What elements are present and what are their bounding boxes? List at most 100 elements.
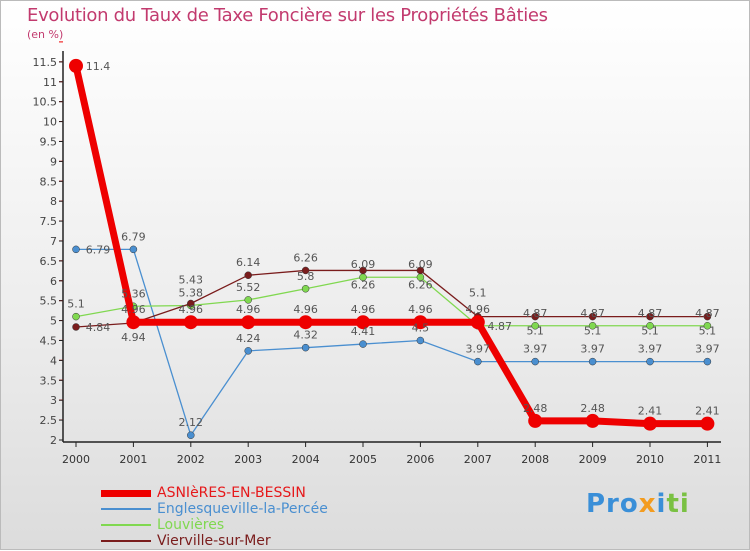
- data-label: 4.96: [236, 303, 261, 316]
- y-tick-label: 8.5: [40, 175, 58, 188]
- data-point: [356, 315, 370, 330]
- legend: ASNIèRES-EN-BESSIN Englesqueville-la-Perc…: [101, 485, 328, 549]
- data-label: 4.96: [351, 303, 376, 316]
- legend-swatch: [101, 508, 151, 510]
- legend-item: Louvières: [101, 517, 328, 533]
- data-point: [244, 347, 252, 355]
- data-point: [244, 296, 252, 304]
- data-label: 11.4: [86, 60, 111, 73]
- y-tick-label: 7.5: [40, 215, 58, 228]
- chart-title: Evolution du Taux de Taxe Foncière sur l…: [27, 5, 548, 26]
- data-point: [531, 312, 539, 321]
- data-label: 2.12: [179, 416, 204, 429]
- data-point: [588, 322, 597, 330]
- data-point: [703, 357, 712, 366]
- data-label: 2.48: [580, 402, 605, 415]
- data-label: 5.1: [584, 325, 602, 338]
- data-label: 4.96: [466, 303, 491, 316]
- data-label: 5.1: [67, 298, 85, 311]
- data-point: [703, 322, 712, 330]
- data-point: [413, 315, 428, 330]
- data-label: 5.1: [699, 325, 717, 338]
- data-label: 6.26: [408, 278, 433, 291]
- data-point: [301, 266, 310, 275]
- x-tick-label: 2002: [177, 453, 205, 466]
- y-tick-label: 4: [50, 354, 57, 367]
- y-tick-label: 4.5: [40, 335, 58, 348]
- y-tick-label: 10: [43, 116, 57, 129]
- data-point: [359, 266, 367, 275]
- data-point: [700, 416, 715, 431]
- y-tick-label: 2.5: [40, 414, 58, 427]
- data-point: [187, 431, 195, 439]
- y-tick-label: 8: [50, 195, 57, 208]
- data-label: 5.1: [469, 287, 487, 300]
- data-label: 5.1: [641, 325, 659, 338]
- y-tick-label: 7: [50, 235, 57, 248]
- data-label: 6.14: [236, 256, 261, 269]
- data-label: 5.52: [236, 281, 261, 294]
- data-point: [301, 343, 310, 352]
- data-label: 4.96: [179, 303, 204, 316]
- data-point: [703, 312, 712, 321]
- data-point: [183, 315, 198, 330]
- data-label: 5.1: [526, 325, 544, 338]
- data-label: 4.87: [695, 307, 720, 320]
- data-point: [416, 336, 425, 345]
- y-tick-label: 9: [50, 155, 57, 168]
- y-tick-label: 3: [50, 394, 57, 407]
- data-label: 4.24: [236, 332, 261, 345]
- data-point: [585, 413, 600, 428]
- legend-label: Vierville-sur-Mer: [157, 533, 271, 549]
- legend-item: ASNIèRES-EN-BESSIN: [101, 485, 328, 501]
- x-tick-label: 2000: [62, 453, 90, 466]
- data-label: 6.26: [293, 251, 318, 264]
- data-point: [126, 315, 141, 330]
- y-tick-label: 9.5: [40, 136, 58, 149]
- legend-swatch: [101, 540, 151, 542]
- legend-item: Vierville-sur-Mer: [101, 533, 328, 549]
- data-point: [646, 312, 654, 321]
- series-line-2: [75, 276, 708, 327]
- y-tick-label: 5: [50, 315, 57, 328]
- data-point: [531, 357, 539, 366]
- data-point: [646, 322, 654, 330]
- data-point: [643, 416, 657, 431]
- x-tick-label: 2006: [406, 453, 434, 466]
- data-point: [69, 58, 83, 73]
- data-label: 5.43: [179, 273, 204, 286]
- data-label: 4.94: [121, 331, 146, 344]
- data-label: 4.87: [523, 307, 548, 320]
- x-tick-label: 2008: [521, 453, 549, 466]
- data-label: 3.97: [580, 343, 605, 356]
- legend-item: Englesqueville-la-Percée: [101, 501, 328, 517]
- x-tick-label: 2009: [579, 453, 607, 466]
- data-point: [72, 245, 80, 254]
- data-label: 3.97: [695, 343, 720, 356]
- y-tick-label: 6.5: [40, 255, 58, 268]
- data-label: 2.41: [638, 405, 663, 418]
- data-point: [72, 312, 80, 321]
- data-label: 2.41: [695, 405, 720, 418]
- data-point: [298, 315, 313, 330]
- data-label: 3.97: [466, 343, 491, 356]
- data-point: [241, 315, 256, 330]
- x-tick-label: 2003: [234, 453, 262, 466]
- data-point: [474, 357, 482, 366]
- data-label: 4.96: [293, 303, 318, 316]
- series-line-1: [76, 248, 708, 437]
- data-label: 4.96: [121, 303, 146, 316]
- data-point: [531, 322, 539, 330]
- data-label: 6.26: [351, 278, 376, 291]
- data-point: [359, 340, 367, 348]
- data-label: 4.96: [408, 303, 433, 316]
- x-tick-label: 2005: [349, 453, 377, 466]
- data-label: 4.87: [488, 320, 513, 333]
- data-label: 3.97: [638, 343, 663, 356]
- x-tick-label: 2011: [693, 453, 721, 466]
- data-label: 5.36: [121, 287, 146, 300]
- data-point: [244, 271, 252, 279]
- legend-swatch: [101, 489, 151, 497]
